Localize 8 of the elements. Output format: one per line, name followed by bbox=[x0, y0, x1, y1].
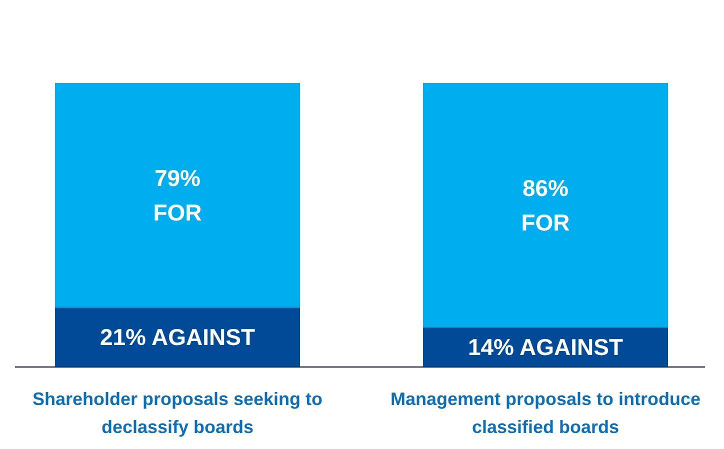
x-tick-label: Shareholder proposals seeking to declassify boards bbox=[32, 389, 323, 437]
series-label: FOR bbox=[153, 199, 202, 226]
x-tick-label: Management proposals to introduce classified boards bbox=[390, 389, 701, 437]
data-label: 79% bbox=[154, 164, 201, 191]
text: 14% AGAINST bbox=[468, 334, 624, 360]
text: FOR bbox=[521, 209, 570, 236]
text: 21% AGAINST bbox=[100, 324, 256, 350]
data-label: 86% bbox=[522, 174, 569, 201]
